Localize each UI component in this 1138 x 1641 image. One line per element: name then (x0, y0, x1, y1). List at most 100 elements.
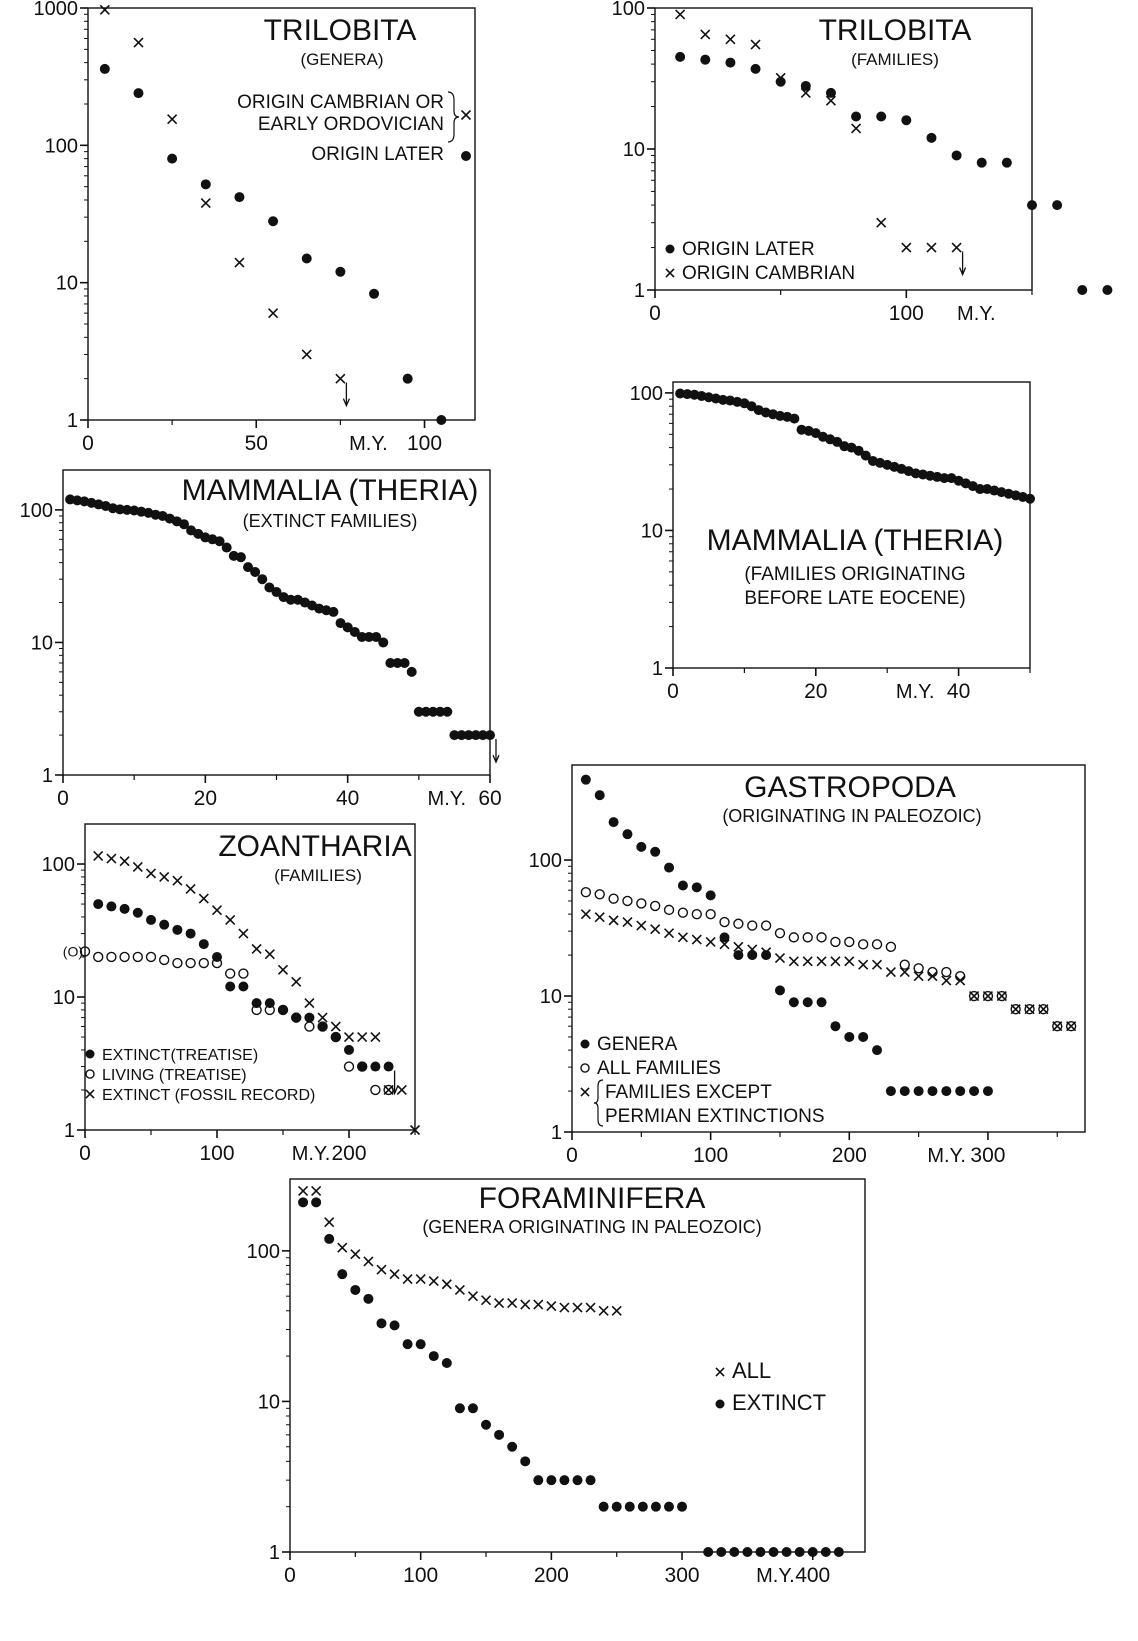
data-point (705, 908, 716, 920)
data-point (304, 1021, 315, 1032)
data-point (211, 957, 223, 969)
data-point (436, 415, 447, 425)
data-point (1010, 1003, 1021, 1015)
data-point (99, 4, 110, 15)
data-point (370, 1084, 381, 1096)
legend-marker (665, 244, 675, 254)
chart-subtitle: (EXTINCT FAMILIES) (243, 511, 418, 531)
x-tick-label: 100 (403, 1564, 438, 1587)
data-point (200, 179, 211, 190)
data-point (559, 1475, 570, 1486)
data-point (481, 1419, 492, 1430)
data-point (364, 631, 375, 642)
data-point (238, 928, 249, 939)
data-point (851, 123, 862, 134)
data-point (913, 963, 924, 974)
data-point (742, 1547, 753, 1557)
x-tick-label: 50 (245, 432, 268, 455)
data-point (119, 903, 130, 914)
data-point (755, 1547, 766, 1557)
data-point (716, 1547, 727, 1557)
y-tick-label: 1 (551, 1122, 562, 1144)
data-point (725, 57, 736, 68)
data-point (304, 998, 315, 1009)
data-point (598, 1501, 609, 1512)
data-point (389, 1269, 400, 1280)
data-point (768, 1547, 779, 1557)
y-tick-label: 100 (529, 850, 562, 872)
data-point (243, 562, 254, 573)
data-point (816, 956, 827, 967)
data-point (159, 919, 170, 930)
y-tick-label: 1 (42, 765, 53, 787)
y-tick-label: 100 (20, 500, 53, 522)
data-point (975, 484, 986, 495)
x-tick-label: 0 (57, 787, 69, 810)
data-point (378, 637, 389, 648)
data-point (853, 445, 864, 456)
data-point (705, 936, 716, 947)
legend-marker (85, 1089, 95, 1099)
legend-marker (715, 1399, 725, 1409)
data-point (719, 939, 730, 950)
data-point (268, 216, 279, 227)
data-point (691, 934, 702, 945)
data-point (428, 1275, 439, 1287)
data-point (691, 908, 702, 920)
legend-marker (461, 151, 471, 161)
data-point (1010, 1004, 1021, 1015)
data-point (178, 519, 189, 530)
data-point (789, 413, 800, 424)
data-point (955, 1086, 966, 1097)
data-point (133, 37, 144, 48)
data-point (580, 774, 591, 785)
chart-title: TRILOBITA (819, 14, 972, 47)
data-point (885, 967, 896, 978)
data-point (572, 1475, 583, 1486)
data-point (225, 914, 236, 925)
series-cross (99, 4, 350, 408)
y-tick-label: 10 (53, 987, 75, 1009)
data-point (106, 853, 117, 864)
data-point (675, 9, 686, 20)
data-point (337, 1269, 348, 1280)
data-point (185, 957, 196, 969)
chart-subtitle: (GENERA) (300, 50, 383, 69)
data-point (611, 1305, 622, 1316)
legend-label: PERMIAN EXTINCTIONS (605, 1106, 825, 1127)
data-point (415, 1339, 426, 1350)
data-point (788, 956, 799, 967)
data-point (747, 950, 758, 961)
data-point (370, 1061, 381, 1072)
series-dot (65, 494, 500, 764)
plot-frame (87, 7, 476, 421)
data-point (800, 87, 811, 98)
data-point (383, 1084, 394, 1096)
x-tick-label: 400 (795, 1564, 830, 1587)
chart-trilobita-families: 1 10 100 0 100 M.Y. TRILOBITA (FAMILIES) ORIGIN … (612, 0, 1113, 325)
series-dot (99, 63, 447, 425)
x-tick-label: 100 (889, 302, 924, 325)
data-point (664, 862, 675, 873)
data-point (371, 631, 382, 642)
x-tick-label: 300 (970, 1144, 1005, 1167)
data-point (507, 1297, 518, 1309)
x-axis-label: M.Y. (957, 303, 996, 325)
data-point (132, 861, 143, 873)
data-point (705, 890, 716, 901)
data-point (350, 1284, 361, 1295)
data-point (337, 1242, 348, 1253)
data-point (311, 1197, 322, 1208)
data-point (167, 153, 178, 164)
data-point (133, 88, 144, 99)
data-point (93, 899, 104, 910)
data-point (876, 111, 887, 122)
data-point (901, 242, 912, 253)
x-tick-label: 200 (331, 1142, 366, 1165)
data-point (158, 954, 170, 966)
data-point (1038, 1003, 1049, 1015)
data-point (238, 981, 249, 992)
series-dot (675, 388, 1035, 504)
data-point (816, 932, 827, 943)
x-tick-label: 100 (693, 1144, 728, 1167)
